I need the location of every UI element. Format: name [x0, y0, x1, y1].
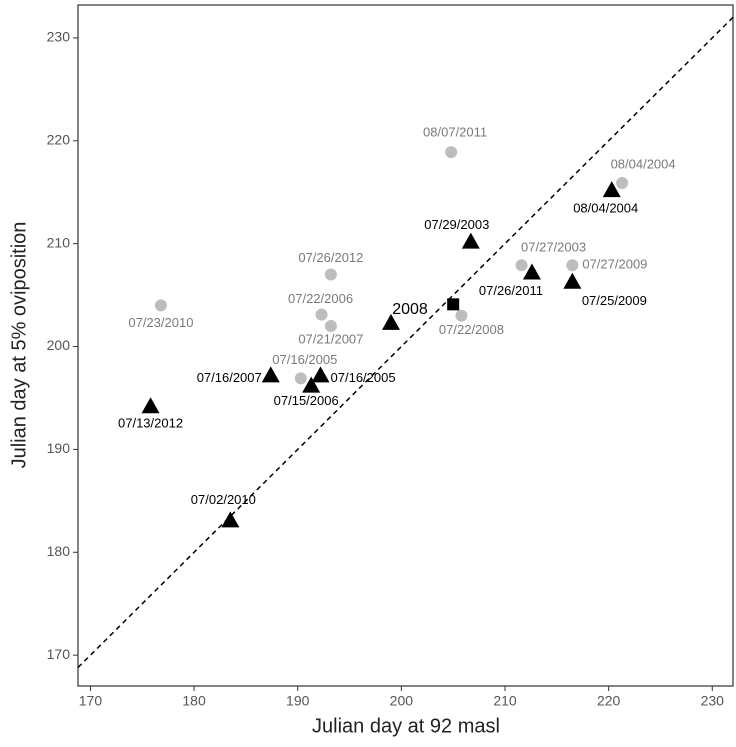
point	[602, 181, 621, 198]
point	[311, 366, 330, 383]
point-label: 07/15/2006	[274, 393, 339, 408]
point	[221, 511, 240, 528]
point	[522, 263, 541, 280]
point	[563, 272, 582, 289]
point-label: 07/27/2009	[582, 257, 647, 272]
y-tick-label: 210	[47, 234, 71, 250]
y-axis-title: Julian day at 5% oviposition	[8, 222, 30, 469]
point	[294, 372, 307, 385]
point-label: 07/16/2005	[331, 370, 396, 385]
y-tick-label: 230	[47, 29, 71, 45]
x-tick-label: 220	[597, 693, 621, 709]
point	[141, 397, 160, 414]
x-tick-label: 230	[701, 693, 725, 709]
y-tick-label: 200	[47, 337, 71, 353]
y-tick-label: 170	[47, 646, 71, 662]
point-label: 2008	[392, 301, 428, 318]
point	[315, 308, 328, 321]
point	[381, 313, 400, 330]
point-label: 07/26/2011	[479, 283, 543, 298]
point-label: 07/25/2009	[582, 293, 647, 308]
identity-line	[77, 16, 734, 669]
point	[324, 319, 337, 332]
y-tick-label: 190	[47, 440, 71, 456]
y-tick-label: 220	[47, 131, 71, 147]
point	[616, 176, 629, 189]
x-tick-label: 210	[493, 693, 517, 709]
x-tick-label: 190	[286, 693, 310, 709]
point-label: 07/29/2003	[424, 217, 489, 232]
point-label: 07/21/2007	[298, 331, 363, 346]
x-tick-label: 200	[390, 693, 414, 709]
y-tick-label: 180	[47, 543, 71, 559]
x-tick-label: 180	[182, 693, 206, 709]
point-label: 07/22/2008	[439, 322, 504, 337]
point-label: 08/04/2004	[611, 156, 676, 171]
point	[445, 146, 458, 159]
point	[447, 298, 460, 311]
point-label: 07/16/2007	[197, 370, 262, 385]
plot-frame	[77, 4, 734, 687]
point	[461, 232, 480, 249]
point	[515, 259, 528, 272]
point-label: 08/04/2004	[573, 201, 638, 216]
point	[455, 309, 468, 322]
point	[324, 268, 337, 281]
point	[261, 366, 280, 383]
point-label: 07/16/2005	[272, 352, 337, 367]
point	[302, 376, 321, 393]
point-label: 07/02/2010	[191, 492, 256, 507]
x-tick-label: 170	[79, 693, 103, 709]
point-label: 07/13/2012	[118, 416, 183, 431]
point	[566, 259, 579, 272]
point-label: 07/26/2012	[298, 250, 363, 265]
point-label: 08/07/2011	[423, 125, 487, 140]
point	[154, 299, 167, 312]
x-axis-title: Julian day at 92 masl	[312, 715, 500, 737]
point-label: 07/23/2010	[128, 315, 193, 330]
point-label: 07/27/2003	[521, 240, 586, 255]
point-label: 07/22/2006	[288, 291, 353, 306]
